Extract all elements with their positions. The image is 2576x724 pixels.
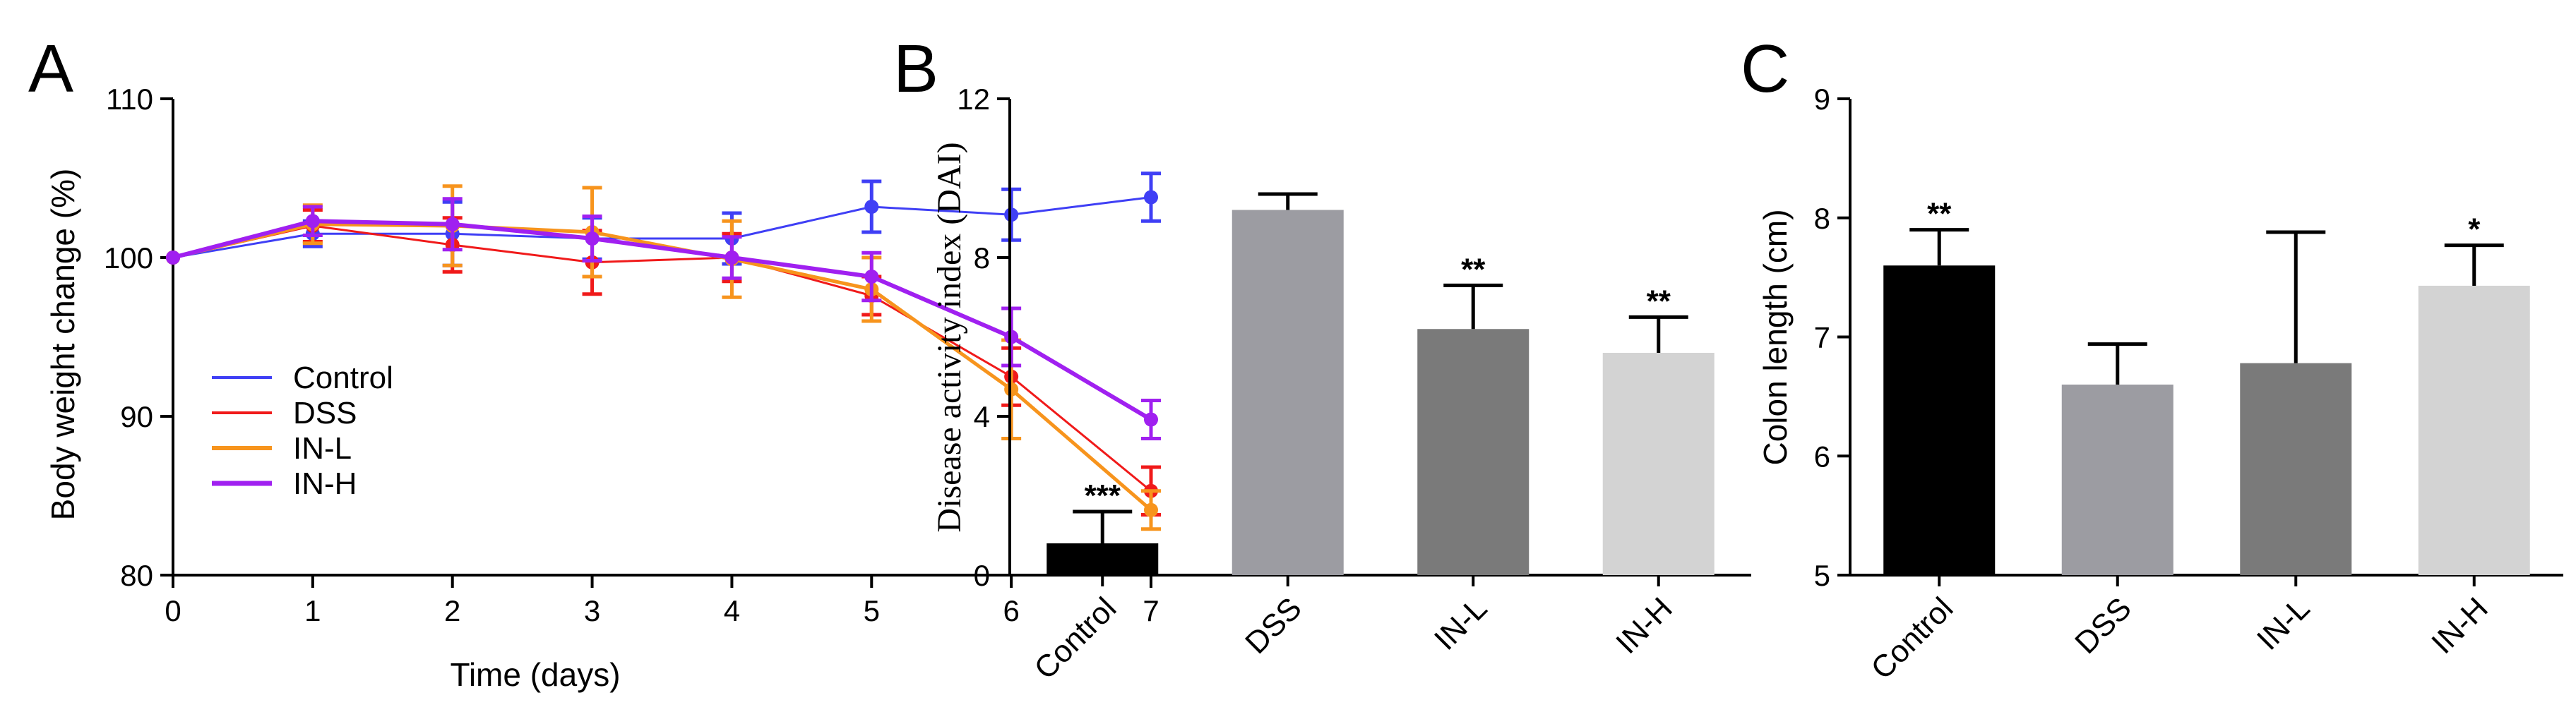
legend-label-dss: DSS [293, 396, 357, 430]
panel-b-category-label: IN-H [1609, 591, 1679, 660]
panel-a-y-tick-label: 90 [120, 400, 153, 433]
panel-b-y-tick-label: 8 [974, 241, 990, 274]
data-point [1004, 382, 1019, 397]
panel-c-category-label: DSS [2068, 591, 2138, 660]
data-point [445, 217, 460, 231]
panel-c-category-label: Control [1864, 591, 1960, 686]
panel-a-x-tick-label: 1 [304, 594, 321, 627]
panel-a-x-tick-label: 2 [444, 594, 460, 627]
data-point [724, 251, 739, 265]
panel-a-y-axis-title: Body weight change (%) [44, 169, 81, 521]
data-point [1144, 412, 1158, 427]
panel-a-x-tick-label: 6 [1003, 594, 1019, 627]
panel-b-category-label: IN-L [1428, 591, 1493, 656]
panel-a-x-tick-label: 5 [864, 594, 880, 627]
panel-b-y-tick-label: 0 [974, 559, 990, 592]
significance-marker: * [2468, 212, 2481, 247]
panel-b-bar-chart: Disease activity index (DAI) 0 4 8 12 *** Con… [931, 83, 1751, 686]
panel-c-bar-chart: Colon length (cm) 5 6 7 8 9 ** Control DSS IN-L *… [1757, 83, 2563, 686]
panel-c-y-tick-label: 7 [1814, 321, 1830, 354]
legend-label-control: Control [293, 361, 393, 395]
significance-marker: ** [1927, 197, 1952, 231]
data-point [1004, 330, 1019, 344]
series-in-h [166, 197, 1161, 440]
bar-control [1046, 543, 1159, 575]
data-point [1144, 502, 1158, 517]
data-point [305, 214, 320, 229]
panel-c-y-tick-label: 6 [1814, 440, 1830, 473]
significance-marker: ** [1647, 284, 1671, 318]
bar-control [1883, 265, 1996, 575]
bar-in-l [1417, 329, 1530, 575]
panel-letter-a: A [28, 31, 73, 107]
data-point [1004, 207, 1019, 222]
bar-in-h [2418, 285, 2530, 575]
panel-c-y-tick-label: 9 [1814, 83, 1830, 116]
panel-letter-b: B [893, 31, 938, 107]
panel-a-x-axis-title: Time (days) [450, 656, 620, 693]
panel-a-y-tick-label: 80 [120, 559, 153, 592]
panel-b-category-label: Control [1027, 591, 1123, 686]
panel-a-x-tick-label: 3 [584, 594, 600, 627]
series-line-control [172, 196, 1152, 259]
panel-c-category-label: IN-H [2425, 591, 2495, 660]
series-line-in-l [172, 222, 1152, 512]
bar-dss [1232, 210, 1344, 575]
significance-marker: ** [1461, 252, 1486, 286]
panel-a-x-tick-label: 7 [1143, 594, 1159, 627]
panel-letter-c: C [1741, 31, 1789, 107]
bar-in-l [2240, 363, 2352, 575]
panel-c-y-tick-label: 5 [1814, 559, 1830, 592]
data-point [1144, 190, 1158, 205]
panel-a-x-tick-label: 4 [724, 594, 740, 627]
panel-a-y-tick-label: 100 [104, 241, 153, 274]
data-point [166, 251, 180, 265]
panel-b-y-tick-label: 12 [957, 83, 990, 116]
legend-label-in-h: IN-H [293, 466, 357, 501]
legend-label-in-l: IN-L [293, 431, 352, 466]
series-line-in-h [172, 219, 1152, 422]
panel-a-line-chart: Body weight change (%) Time (days) 80901… [44, 83, 1161, 693]
panel-b-category-label: DSS [1239, 591, 1308, 660]
bar-dss [2061, 385, 2174, 575]
panel-c-y-axis-title: Colon length (cm) [1757, 209, 1794, 465]
panel-b-y-tick-label: 4 [974, 400, 990, 433]
significance-marker: *** [1085, 478, 1121, 513]
data-point [864, 200, 879, 214]
data-point [864, 270, 879, 284]
panel-c-category-label: IN-L [2250, 591, 2316, 656]
panel-c-y-tick-label: 8 [1814, 202, 1830, 235]
bar-in-h [1602, 353, 1715, 575]
panel-a-x-tick-label: 0 [165, 594, 181, 627]
panel-a-y-tick-label: 110 [106, 83, 153, 116]
data-point [585, 231, 600, 246]
series-line-dss [172, 224, 1152, 492]
panel-b-y-axis-title: Disease activity index (DAI) [931, 142, 968, 532]
